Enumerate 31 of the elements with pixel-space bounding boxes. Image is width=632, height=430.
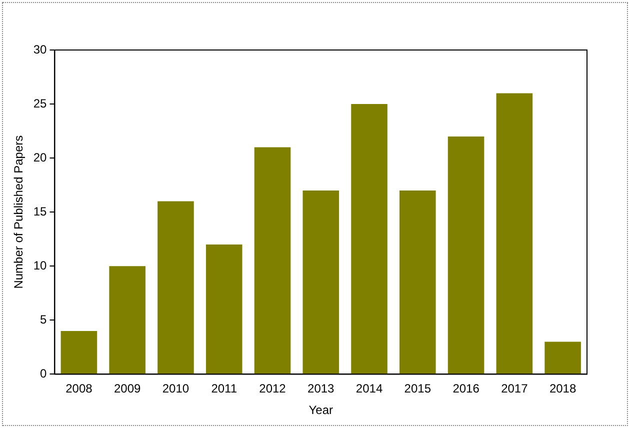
bar: [496, 93, 533, 374]
x-tick-label: 2016: [452, 382, 480, 396]
x-tick-label: 2018: [549, 382, 576, 396]
bar: [400, 190, 436, 374]
bar: [158, 201, 194, 374]
bar: [351, 104, 388, 374]
x-tick-label: 2008: [66, 382, 93, 396]
x-axis-title: Year: [308, 403, 333, 418]
x-tick-label: 2013: [308, 382, 335, 396]
y-tick-label: 10: [33, 258, 48, 272]
x-tick-label: 2017: [501, 382, 528, 396]
bar: [254, 147, 291, 374]
y-tick-label: 25: [33, 96, 48, 110]
y-tick-label: 5: [40, 312, 48, 326]
x-tick-label: 2014: [356, 382, 383, 396]
y-tick-label: 0: [40, 366, 48, 381]
bar: [544, 342, 581, 374]
x-tick-label: 2011: [211, 382, 238, 396]
bar: [448, 136, 484, 374]
y-axis-title: Number of Published Papers: [12, 135, 26, 289]
bar: [206, 244, 242, 374]
bar: [302, 190, 340, 374]
bar: [60, 330, 98, 374]
x-tick-label: 2009: [114, 382, 141, 396]
y-tick-label: 20: [33, 150, 48, 164]
x-tick-label: 2012: [259, 382, 286, 396]
x-tick-label: 2010: [162, 382, 190, 396]
y-tick-label: 15: [33, 204, 48, 218]
y-tick-label: 30: [33, 42, 48, 56]
x-tick-label: 2015: [404, 382, 432, 396]
bar: [109, 266, 146, 374]
